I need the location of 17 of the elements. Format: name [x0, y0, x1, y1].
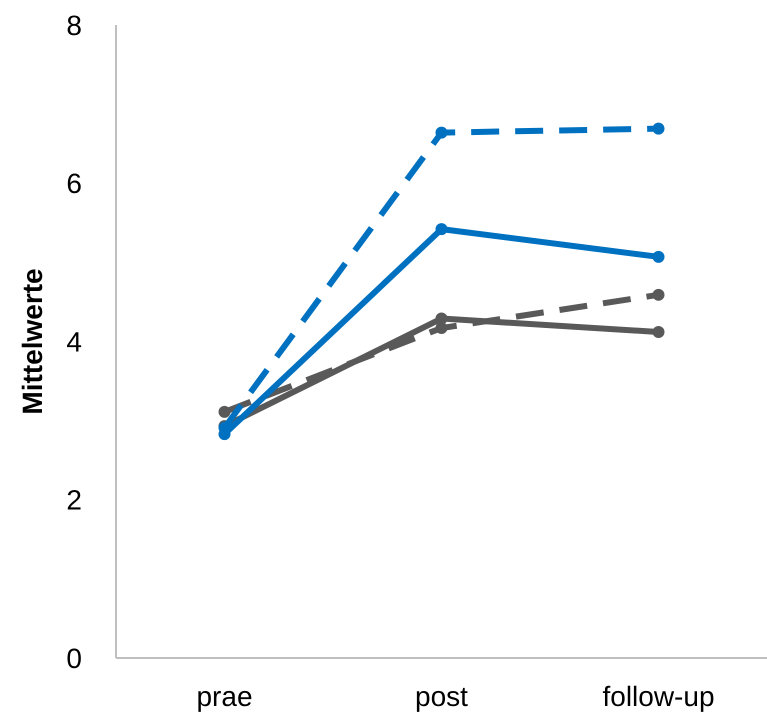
point — [652, 288, 664, 301]
y-tick-label: 0 — [66, 642, 82, 674]
y-axis-title: Mittelwerte — [17, 268, 48, 415]
point — [436, 223, 448, 236]
point — [652, 122, 664, 135]
point — [652, 250, 664, 263]
point — [436, 312, 448, 325]
point — [218, 406, 230, 418]
x-tick-label: prae — [196, 681, 253, 712]
y-tick-label: 4 — [66, 326, 82, 358]
x-tick-label: follow-up — [602, 681, 715, 712]
y-tick-label: 8 — [66, 10, 82, 41]
y-tick-label: 6 — [66, 168, 82, 200]
y-tick-label: 2 — [66, 484, 82, 516]
point — [652, 326, 664, 338]
x-tick-label: post — [415, 681, 468, 712]
point — [436, 126, 448, 139]
